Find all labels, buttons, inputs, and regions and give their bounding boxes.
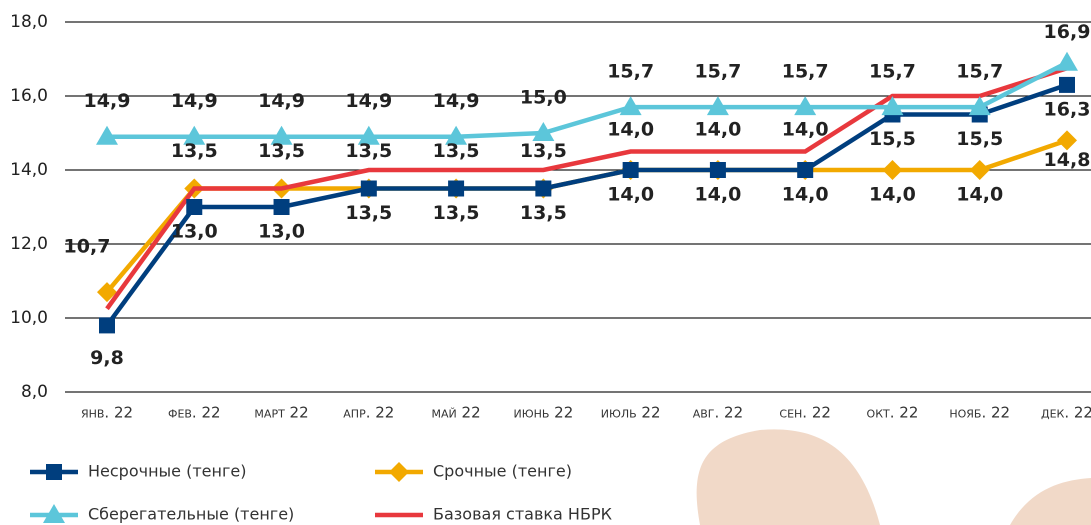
data-label: 15,7 bbox=[782, 61, 829, 83]
hand-decoration bbox=[696, 429, 880, 525]
data-label: 10,7 bbox=[64, 236, 111, 258]
data-label: 14,0 bbox=[694, 184, 741, 206]
data-label: 13,5 bbox=[345, 202, 392, 224]
data-label: 13,0 bbox=[171, 221, 218, 243]
marker bbox=[797, 162, 814, 178]
data-label: 13,5 bbox=[258, 140, 305, 162]
marker bbox=[97, 282, 117, 303]
data-label: 13,5 bbox=[433, 202, 480, 224]
marker bbox=[273, 199, 290, 215]
marker bbox=[706, 96, 729, 116]
data-label: 14,0 bbox=[869, 184, 916, 206]
legend-label: Сберегательные (тенге) bbox=[88, 505, 294, 524]
marker bbox=[186, 199, 203, 215]
marker bbox=[99, 317, 115, 334]
marker bbox=[357, 125, 380, 145]
marker bbox=[445, 125, 468, 145]
marker bbox=[619, 96, 642, 116]
marker bbox=[1056, 51, 1078, 71]
legend-marker bbox=[389, 462, 409, 482]
y-tick-label: 12,0 bbox=[10, 234, 48, 254]
marker bbox=[622, 162, 639, 178]
marker bbox=[881, 96, 904, 116]
marker bbox=[270, 125, 293, 145]
x-tick-label: авг. 22 bbox=[693, 404, 743, 422]
data-label: 13,5 bbox=[171, 140, 218, 162]
hand-decoration bbox=[1010, 478, 1091, 525]
data-label: 13,0 bbox=[258, 221, 305, 243]
marker bbox=[535, 180, 552, 197]
marker bbox=[532, 122, 555, 141]
x-tick-label: апр. 22 bbox=[343, 404, 394, 422]
data-label: 15,5 bbox=[869, 128, 916, 150]
marker bbox=[1057, 130, 1077, 151]
x-tick-label: дек. 22 bbox=[1041, 404, 1091, 422]
x-tick-label: март 22 bbox=[254, 404, 308, 422]
legend-marker bbox=[46, 464, 62, 480]
x-tick-label: июнь 22 bbox=[513, 404, 573, 422]
series-line bbox=[105, 138, 1068, 294]
legend-marker bbox=[43, 504, 65, 523]
data-label: 14,0 bbox=[607, 119, 654, 141]
y-tick-label: 16,0 bbox=[10, 86, 48, 106]
data-label: 15,5 bbox=[956, 128, 1003, 150]
data-label: 14,9 bbox=[171, 90, 218, 112]
data-label: 14,9 bbox=[258, 90, 305, 112]
data-label: 14,0 bbox=[694, 119, 741, 141]
x-tick-label: сен. 22 bbox=[779, 404, 831, 422]
marker bbox=[882, 160, 903, 180]
data-label: 13,5 bbox=[520, 140, 567, 162]
data-label: 15,0 bbox=[520, 87, 567, 109]
x-tick-label: фев. 22 bbox=[168, 404, 221, 422]
data-label: 13,5 bbox=[345, 140, 392, 162]
series-line bbox=[105, 82, 1068, 327]
legend-label: Несрочные (тенге) bbox=[88, 462, 246, 481]
marker bbox=[969, 160, 990, 180]
data-label: 15,7 bbox=[869, 61, 916, 83]
marker bbox=[183, 125, 206, 145]
legend-label: Базовая ставка НБРК bbox=[433, 505, 613, 524]
data-label: 9,8 bbox=[90, 347, 124, 369]
marker bbox=[1059, 76, 1075, 93]
data-label: 13,5 bbox=[520, 202, 567, 224]
data-label: 14,0 bbox=[782, 184, 829, 206]
marker bbox=[96, 125, 118, 145]
data-label: 14,0 bbox=[782, 119, 829, 141]
data-label: 14,9 bbox=[345, 90, 392, 112]
data-label: 14,8 bbox=[1044, 149, 1091, 171]
x-tick-label: окт. 22 bbox=[867, 404, 919, 422]
x-tick-label: янв. 22 bbox=[81, 404, 133, 422]
data-label: 15,7 bbox=[956, 61, 1003, 83]
data-label: 14,0 bbox=[607, 184, 654, 206]
data-label: 14,9 bbox=[433, 90, 480, 112]
x-tick-label: нояб. 22 bbox=[949, 404, 1010, 422]
x-tick-label: май 22 bbox=[432, 404, 481, 422]
data-label: 15,7 bbox=[694, 61, 741, 83]
y-tick-label: 8,0 bbox=[21, 382, 48, 402]
data-label: 14,9 bbox=[84, 90, 131, 112]
data-label: 16,3 bbox=[1044, 98, 1091, 120]
data-label: 16,9 bbox=[1044, 21, 1091, 43]
data-label: 13,5 bbox=[433, 140, 480, 162]
data-label: 15,7 bbox=[607, 61, 654, 83]
x-tick-label: июль 22 bbox=[601, 404, 661, 422]
legend-label: Срочные (тенге) bbox=[433, 462, 572, 481]
data-label: 14,0 bbox=[956, 184, 1003, 206]
y-tick-label: 14,0 bbox=[10, 160, 48, 180]
marker bbox=[709, 162, 726, 178]
series-line bbox=[107, 60, 1069, 139]
y-tick-label: 18,0 bbox=[10, 12, 48, 32]
marker bbox=[360, 180, 377, 197]
y-tick-label: 10,0 bbox=[10, 308, 48, 328]
marker bbox=[794, 96, 817, 116]
series-line bbox=[105, 66, 1068, 311]
marker bbox=[448, 180, 465, 197]
marker bbox=[968, 96, 991, 116]
